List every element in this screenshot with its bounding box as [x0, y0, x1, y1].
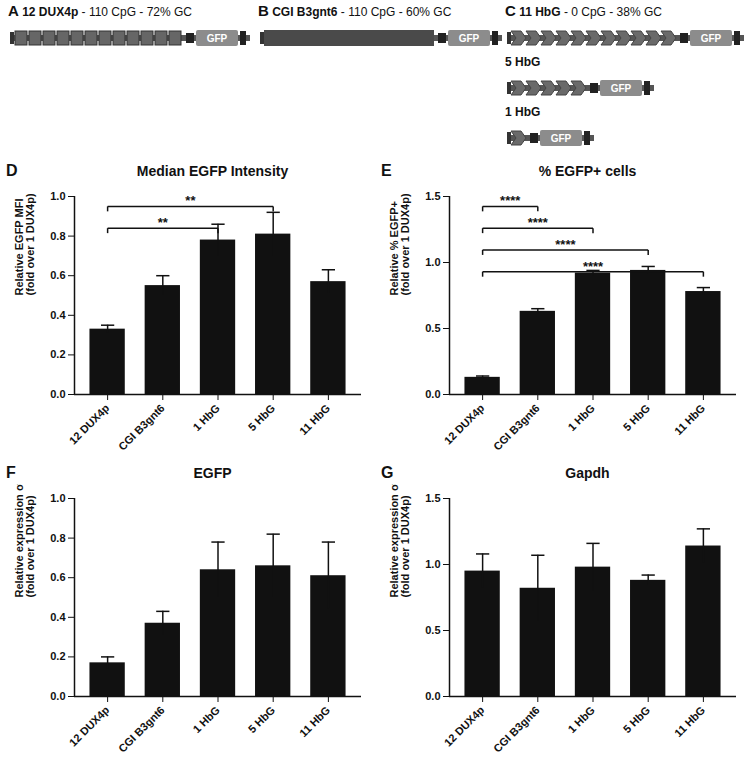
svg-text:CGI B3gnt6: CGI B3gnt6 — [491, 402, 542, 453]
svg-text:CGI B3gnt6: CGI B3gnt6 — [491, 704, 542, 755]
svg-text:****: **** — [500, 193, 521, 208]
svg-text:0.0: 0.0 — [50, 388, 65, 400]
svg-text:1.0: 1.0 — [425, 256, 440, 268]
svg-text:1 HbG: 1 HbG — [191, 402, 222, 433]
svg-text:0.5: 0.5 — [425, 322, 440, 334]
html-text:Median EGFP Intensity: Median EGFP Intensity — [136, 163, 289, 179]
svg-text:0.5: 0.5 — [425, 624, 440, 636]
svg-text:0.0: 0.0 — [425, 690, 440, 702]
svg-text:1.0: 1.0 — [50, 492, 65, 504]
svg-text:1 HbG: 1 HbG — [191, 704, 222, 735]
svg-text:0.2: 0.2 — [50, 348, 65, 360]
svg-text:11 HbG: 11 HbG — [672, 704, 707, 739]
svg-text:0.4: 0.4 — [50, 611, 66, 623]
svg-text:1 HbG: 1 HbG — [505, 105, 540, 119]
svg-text:C 11 HbG - 0 CpG - 38% GC: C 11 HbG - 0 CpG - 38% GC — [505, 2, 662, 19]
svg-text:12 DUX4p: 12 DUX4p — [67, 704, 112, 749]
html-text:Gapdh: Gapdh — [565, 465, 610, 481]
svg-text:CGI B3gnt6: CGI B3gnt6 — [116, 704, 167, 755]
svg-text:5 HbG: 5 HbG — [246, 704, 277, 735]
html-text:G: G — [381, 464, 394, 481]
svg-text:GFP: GFP — [701, 33, 722, 44]
svg-text:**: ** — [185, 193, 196, 208]
svg-text:1.0: 1.0 — [50, 190, 65, 202]
svg-text:0.6: 0.6 — [50, 571, 65, 583]
svg-text:12 DUX4p: 12 DUX4p — [442, 402, 487, 447]
svg-text:GFP: GFP — [551, 133, 572, 144]
svg-text:5 HbG: 5 HbG — [621, 704, 652, 735]
svg-text:0.8: 0.8 — [50, 230, 65, 242]
html-text:D: D — [6, 162, 18, 179]
svg-text:1.5: 1.5 — [425, 190, 440, 202]
svg-text:1 HbG: 1 HbG — [566, 704, 597, 735]
svg-text:0.8: 0.8 — [50, 532, 65, 544]
svg-text:0.2: 0.2 — [50, 650, 65, 662]
svg-text:****: **** — [528, 215, 549, 230]
html-text:F: F — [6, 464, 16, 481]
svg-text:Relative EGFP MFI(fold over 1: Relative EGFP MFI(fold over 1 DUX4p) — [13, 193, 36, 295]
svg-text:GFP: GFP — [611, 83, 632, 94]
svg-text:11 HbG: 11 HbG — [672, 402, 707, 437]
svg-text:5 HbG: 5 HbG — [505, 55, 540, 69]
html-text:% EGFP+ cells: % EGFP+ cells — [538, 163, 637, 179]
html-text:EGFP: EGFP — [193, 465, 232, 481]
svg-text:12 DUX4p: 12 DUX4p — [67, 402, 112, 447]
svg-text:****: **** — [583, 259, 604, 274]
svg-text:1.0: 1.0 — [425, 558, 440, 570]
svg-text:0.4: 0.4 — [50, 309, 66, 321]
svg-text:1 HbG: 1 HbG — [566, 402, 597, 433]
svg-text:12 DUX4p: 12 DUX4p — [442, 704, 487, 749]
svg-text:GFP: GFP — [207, 33, 228, 44]
svg-text:0.6: 0.6 — [50, 269, 65, 281]
svg-text:Relative % EGFP+(fold over 1 D: Relative % EGFP+(fold over 1 DUX4p) — [388, 193, 411, 295]
svg-text:GFP: GFP — [459, 33, 480, 44]
svg-text:**: ** — [158, 215, 169, 230]
svg-text:CGI B3gnt6: CGI B3gnt6 — [116, 402, 167, 453]
html-text:E: E — [381, 162, 392, 179]
svg-text:1.5: 1.5 — [425, 492, 440, 504]
svg-text:Relative expression over β-Act: Relative expression over β-Actin(fold ov… — [388, 484, 411, 598]
svg-text:11 HbG: 11 HbG — [297, 704, 332, 739]
svg-text:5 HbG: 5 HbG — [246, 402, 277, 433]
svg-text:A 12 DUX4p - 110 CpG - 72% GC: A 12 DUX4p - 110 CpG - 72% GC — [8, 2, 192, 19]
svg-text:B CGI B3gnt6 - 110 CpG - 60% G: B CGI B3gnt6 - 110 CpG - 60% GC — [258, 2, 452, 19]
svg-text:0.0: 0.0 — [50, 690, 65, 702]
svg-text:Relative expression over β-Act: Relative expression over β-Actin(fold ov… — [13, 484, 36, 598]
svg-text:11 HbG: 11 HbG — [297, 402, 332, 437]
svg-text:****: **** — [555, 237, 576, 252]
svg-text:5 HbG: 5 HbG — [621, 402, 652, 433]
svg-text:0.0: 0.0 — [425, 388, 440, 400]
